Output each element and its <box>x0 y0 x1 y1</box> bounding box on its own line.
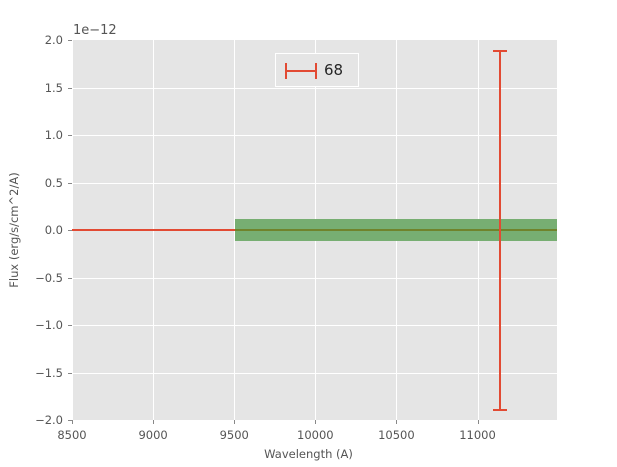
x-tick-label: 10000 <box>297 428 334 442</box>
y-tick-mark <box>68 420 72 421</box>
x-tick-mark <box>478 420 479 424</box>
errorbar-cap-top <box>493 49 507 52</box>
model-center-line <box>235 229 557 231</box>
y-tick-label: −1.0 <box>35 318 63 332</box>
x-tick-mark <box>72 420 73 424</box>
gridline-horizontal <box>72 278 557 279</box>
gridline-horizontal <box>72 373 557 374</box>
errorbar-vertical-line <box>499 49 501 411</box>
y-tick-mark <box>68 230 72 231</box>
y-tick-mark <box>68 135 72 136</box>
x-tick-label: 9500 <box>219 428 249 442</box>
y-tick-mark <box>68 373 72 374</box>
y-tick-mark <box>68 278 72 279</box>
x-tick-mark <box>234 420 235 424</box>
gridline-horizontal <box>72 325 557 326</box>
x-tick-label: 10500 <box>378 428 415 442</box>
y-tick-label: −2.0 <box>35 413 63 427</box>
gridline-horizontal <box>72 183 557 184</box>
gridline-horizontal <box>72 135 557 136</box>
legend-errorbar-cap-right <box>315 63 317 79</box>
y-tick-label: 0.0 <box>44 223 63 237</box>
plot-area <box>72 40 557 420</box>
y-tick-label: −0.5 <box>35 270 63 285</box>
x-tick-label: 9000 <box>138 428 168 442</box>
y-tick-mark <box>68 183 72 184</box>
errorbar-cap-bottom <box>493 408 507 411</box>
x-axis-label: Wavelength (A) <box>264 447 353 461</box>
y-tick-mark <box>68 40 72 41</box>
y-axis-label: Flux (erg/s/cm^2/A) <box>7 172 21 288</box>
x-tick-label: 8500 <box>57 428 87 442</box>
legend-errorbar-icon <box>284 62 318 80</box>
x-tick-label: 11000 <box>459 428 496 442</box>
legend-errorbar-cap-left <box>285 63 287 79</box>
x-tick-mark <box>315 420 316 424</box>
x-tick-mark <box>153 420 154 424</box>
legend-entry-label: 68 <box>324 61 344 79</box>
legend-errorbar-line <box>285 70 317 72</box>
y-tick-mark <box>68 325 72 326</box>
y-tick-label: 1.5 <box>44 80 63 95</box>
y-tick-label: 1.0 <box>44 128 63 142</box>
y-tick-label: −1.5 <box>35 365 63 380</box>
y-tick-label: 2.0 <box>44 33 63 47</box>
y-axis-offset-text: 1e−12 <box>73 23 117 38</box>
y-tick-label: 0.5 <box>44 175 63 190</box>
x-tick-mark <box>396 420 397 424</box>
y-tick-mark <box>68 88 72 89</box>
legend: 68 <box>275 53 359 87</box>
gridline-horizontal <box>72 88 557 89</box>
